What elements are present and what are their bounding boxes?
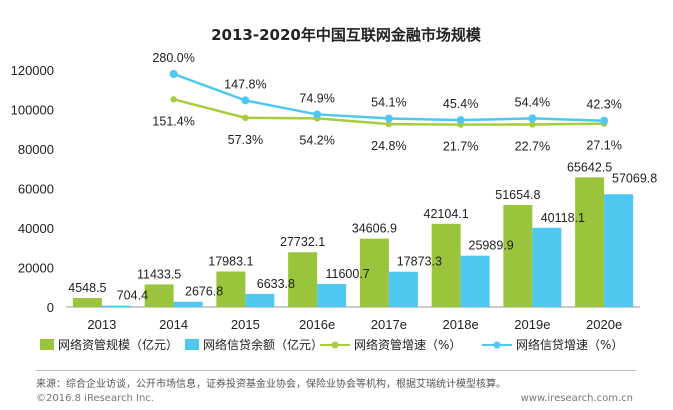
bar-asset-management-label: 65642.5 [567, 160, 612, 174]
asset-growth-label: 54.2% [299, 133, 334, 147]
x-tick-label: 2020e [586, 317, 622, 332]
x-tick-label: 2019e [514, 317, 550, 332]
point-asset-growth [385, 120, 393, 128]
bar-labels: 4548.5 704.4 11433.5 2676.8 17983.1 6633.8 277… [68, 160, 657, 302]
footer-divider [36, 370, 636, 371]
x-axis: 2013 2014 2015 2016e 2017e 2018e 2019e 2020e [87, 317, 622, 332]
x-tick-label: 2018e [443, 317, 479, 332]
y-tick-label: 20000 [18, 261, 54, 276]
legend: 网络资管规模（亿元） 网络信贷余额（亿元） 网络资管增速（%） 网络信贷增速（%） [40, 337, 623, 352]
bar-credit-balance-label: 25989.9 [469, 239, 514, 253]
bar-credit-balance [604, 194, 634, 307]
x-tick-label: 2015 [231, 317, 260, 332]
point-asset-growth [242, 114, 249, 122]
point-asset-growth [170, 96, 177, 103]
bar-credit-balance [101, 305, 131, 307]
bar-asset-management [575, 177, 605, 307]
bar-asset-management-label: 27732.1 [280, 235, 325, 249]
legend-label: 网络信贷增速（%） [516, 337, 623, 352]
credit-growth-label: 54.1% [371, 95, 406, 109]
asset-growth-label: 21.7% [443, 140, 478, 154]
x-tick-label: 2017e [371, 317, 407, 332]
y-tick-label: 40000 [18, 221, 54, 236]
point-credit-growth [600, 116, 609, 125]
copyright: ©2016.8 iResearch Inc. [36, 393, 154, 404]
chart-title: 2013-2020年中国互联网金融市场规模 [211, 26, 482, 44]
asset-growth-label: 151.4% [152, 114, 194, 128]
asset-growth-label: 27.1% [586, 139, 621, 153]
asset-growth-label: 57.3% [228, 133, 263, 147]
source-note: 来源：综合企业访谈，公开市场信息，证券投资基金业协会，保险业协会等机构，根据艾瑞… [36, 379, 506, 390]
bar-asset-management [144, 284, 174, 307]
legend-marker [331, 341, 339, 349]
bar-credit-balance-label: 40118.1 [541, 211, 585, 225]
bar-credit-balance-label: 57069.8 [612, 171, 657, 185]
y-tick-label: 60000 [18, 182, 54, 197]
bar-asset-management-label: 17983.1 [208, 254, 253, 268]
bars [72, 177, 634, 307]
credit-growth-label: 45.4% [443, 97, 478, 111]
bar-asset-management [503, 204, 533, 307]
bar-asset-management [431, 223, 461, 307]
legend-label: 网络资管增速（%） [354, 337, 461, 352]
website: www.iresearch.com.cn [520, 393, 633, 404]
y-tick-label: 80000 [18, 142, 54, 157]
credit-growth-label: 42.3% [586, 98, 621, 112]
bar-asset-management-label: 42104.1 [424, 207, 469, 221]
y-tick-label: 120000 [11, 63, 54, 78]
legend-label: 网络信贷余额（亿元） [203, 337, 323, 352]
x-tick-label: 2013 [87, 317, 116, 332]
asset-growth-label: 22.7% [515, 139, 550, 153]
credit-growth-label: 74.9% [299, 91, 334, 105]
legend-swatch [185, 339, 199, 350]
y-tick-label: 100000 [11, 103, 54, 118]
point-credit-growth [456, 116, 465, 125]
x-tick-label: 2014 [159, 317, 188, 332]
bar-asset-management [72, 298, 102, 307]
lines: 151.4% 57.3% 54.2% 24.8% 21.7% 22.7% 27.1% 280.… [152, 51, 621, 154]
credit-growth-label: 280.0% [152, 51, 194, 65]
bar-credit-balance [173, 301, 203, 307]
bar-asset-management [216, 271, 246, 307]
bar-credit-balance-label: 11600.7 [325, 267, 369, 281]
bar-credit-balance [460, 255, 490, 307]
point-credit-growth [169, 70, 178, 78]
chart: 2013-2020年中国互联网金融市场规模 0 20000 40000 60000 80… [11, 26, 658, 352]
point-credit-growth [528, 114, 537, 123]
credit-growth-label: 147.8% [224, 77, 266, 91]
bar-asset-management [288, 252, 318, 307]
point-credit-growth [241, 96, 250, 105]
x-tick-label: 2016e [299, 317, 335, 332]
point-asset-growth [529, 121, 536, 128]
legend-swatch [40, 339, 54, 350]
bar-credit-balance-label: 17873.3 [397, 255, 442, 269]
bar-asset-management-label: 4548.5 [68, 281, 106, 295]
point-credit-growth [384, 114, 393, 123]
bar-asset-management-label: 34606.9 [352, 222, 397, 236]
y-tick-label: 0 [47, 300, 54, 315]
bar-credit-balance [532, 227, 562, 307]
bar-asset-management [359, 238, 389, 307]
bar-credit-balance-label: 2676.8 [185, 285, 223, 299]
bar-credit-balance [388, 271, 418, 307]
legend-marker [493, 341, 501, 349]
credit-growth-label: 54.4% [515, 95, 550, 109]
asset-growth-label: 24.8% [371, 139, 406, 153]
bar-credit-balance [317, 284, 347, 307]
bar-asset-management-label: 11433.5 [137, 267, 181, 281]
bar-credit-balance-label: 6633.8 [257, 277, 295, 291]
legend-label: 网络资管规模（亿元） [58, 337, 178, 352]
bar-asset-management-label: 51654.8 [495, 188, 540, 202]
bar-credit-balance-label: 704.4 [117, 289, 148, 303]
bar-credit-balance [245, 293, 275, 307]
point-credit-growth [313, 110, 322, 119]
